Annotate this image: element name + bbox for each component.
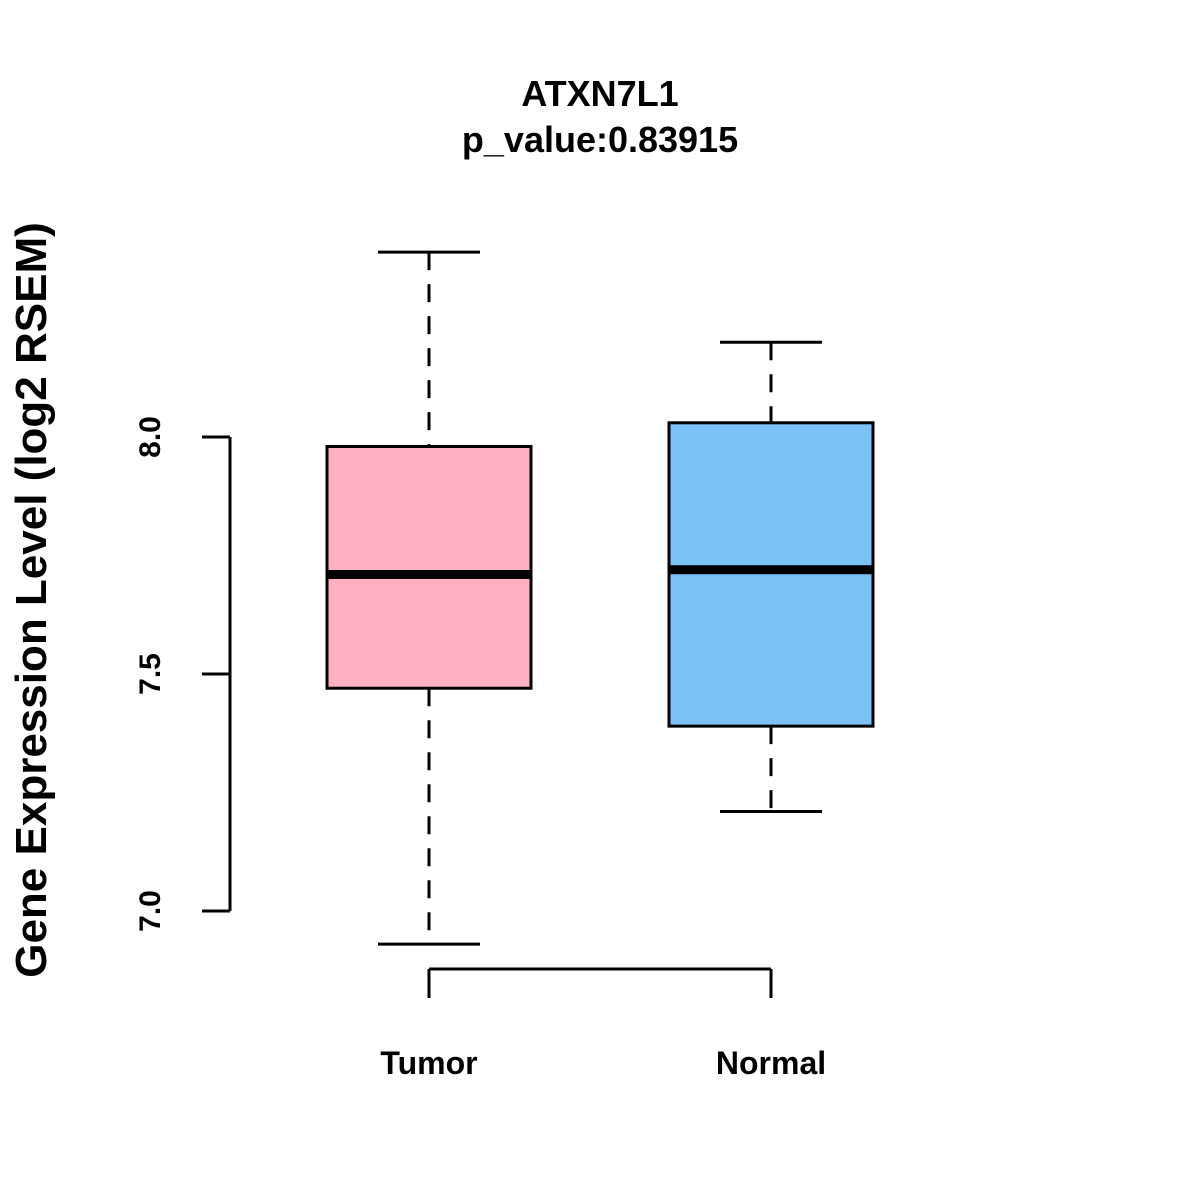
box-normal (667, 340, 875, 813)
y-tick-label: 8.0 (134, 416, 167, 458)
y-axis-label: Gene Expression Level (log2 RSEM) (7, 222, 56, 978)
box-group (325, 250, 875, 946)
x-tick-label-normal: Normal (716, 1045, 826, 1081)
y-axis: 7.0 7.5 8.0 (134, 416, 232, 932)
box-tumor (325, 250, 533, 946)
y-tick-label: 7.5 (134, 653, 167, 695)
iqr-box (667, 421, 875, 728)
chart-title: ATXN7L1 (521, 73, 678, 114)
x-axis: Tumor Normal (380, 967, 826, 1081)
x-tick-label-tumor: Tumor (380, 1045, 477, 1081)
y-tick-label: 7.0 (134, 890, 167, 932)
iqr-box (325, 444, 533, 690)
chart-subtitle: p_value:0.83915 (462, 119, 738, 160)
